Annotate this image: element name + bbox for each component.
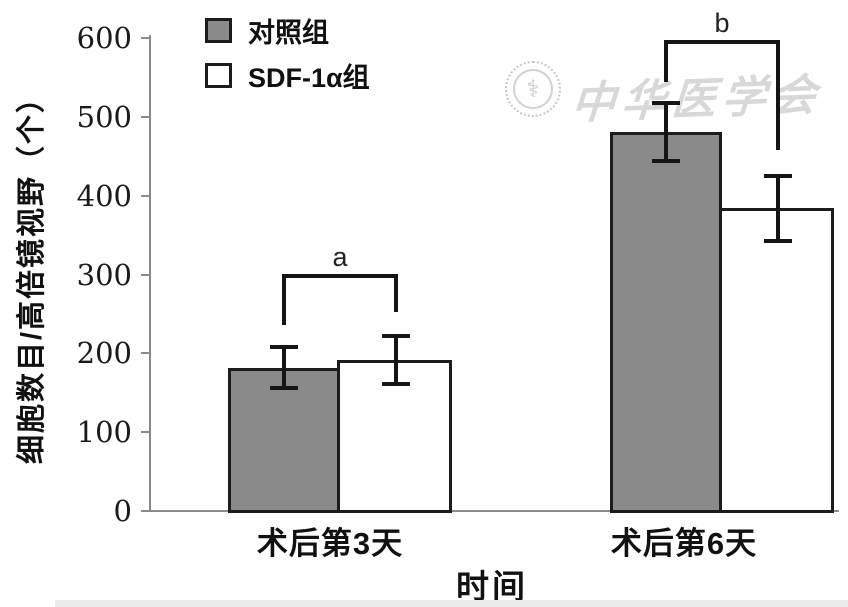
- y-tick-label-400: 400: [76, 178, 132, 213]
- significance-bracket-a: [282, 273, 398, 278]
- error-cap-top-sdf1a-group-post-op-day-3: [382, 333, 410, 338]
- y-tick-100: [141, 431, 150, 434]
- y-tick-200: [141, 352, 150, 355]
- legend: 对照组 SDF-1α组: [205, 17, 370, 107]
- error-cap-top-sdf1a-group-post-op-day-6: [764, 173, 792, 178]
- significance-bracket-a-left-leg: [282, 277, 286, 325]
- y-tick-label-200: 200: [76, 336, 132, 371]
- y-tick-500: [141, 115, 150, 118]
- y-tick-label-300: 300: [76, 257, 132, 292]
- significance-label-a: a: [332, 241, 348, 272]
- watermark-text: 中华医学会: [569, 70, 824, 129]
- x-axis-line: [149, 510, 839, 512]
- significance-label-b: b: [714, 8, 730, 39]
- error-cap-bottom-sdf1a-group-post-op-day-3: [382, 381, 410, 386]
- error-cap-bottom-sdf1a-group-post-op-day-6: [764, 238, 792, 243]
- y-tick-label-0: 0: [113, 494, 132, 528]
- watermark-seal: ⚕: [505, 61, 561, 117]
- y-axis-line: [149, 35, 151, 512]
- error-cap-top-control-group-post-op-day-3: [270, 344, 298, 349]
- y-tick-400: [141, 194, 150, 197]
- significance-bracket-b: [664, 40, 780, 45]
- caduceus-icon: ⚕: [513, 69, 553, 109]
- legend-item-control-group: 对照组: [205, 17, 370, 48]
- legend-item-sdf1a-group: SDF-1α组: [205, 62, 370, 93]
- significance-bracket-b-right-leg: [776, 44, 780, 150]
- category-label-post-op-day-6: 术后第6天: [610, 526, 758, 561]
- y-tick-600: [141, 37, 150, 39]
- category-label-post-op-day-3: 术后第3天: [256, 526, 404, 561]
- y-tick-300: [141, 273, 150, 276]
- legend-swatch-sdf1a-group: [205, 63, 232, 88]
- legend-swatch-control-group: [205, 18, 232, 43]
- error-bar-sdf1a-group-post-op-day-6: [776, 173, 780, 243]
- significance-bracket-b-left-leg: [664, 44, 668, 83]
- significance-bracket-a-right-leg: [394, 277, 398, 313]
- error-bar-control-group-post-op-day-6: [664, 101, 668, 163]
- error-cap-bottom-control-group-post-op-day-6: [652, 158, 680, 163]
- y-tick-label-500: 500: [76, 99, 132, 134]
- error-cap-top-control-group-post-op-day-6: [652, 101, 680, 106]
- error-bar-control-group-post-op-day-3: [282, 344, 286, 391]
- page-edge-band: [55, 600, 848, 607]
- legend-label-control-group: 对照组: [248, 18, 329, 48]
- y-tick-label-600: 600: [76, 21, 132, 55]
- error-bar-sdf1a-group-post-op-day-3: [394, 333, 398, 386]
- x-axis-title: 时间: [456, 568, 528, 605]
- y-tick-label-100: 100: [76, 415, 132, 450]
- bar-control-group-post-op-day-6: [610, 131, 722, 513]
- y-axis-title: 细胞数目/高倍镜视野（个）: [16, 81, 48, 465]
- error-cap-bottom-control-group-post-op-day-3: [270, 386, 298, 391]
- y-tick-0: [141, 510, 150, 512]
- legend-label-sdf1a-group: SDF-1α组: [248, 63, 370, 93]
- bar-sdf1a-group-post-op-day-6: [719, 208, 834, 513]
